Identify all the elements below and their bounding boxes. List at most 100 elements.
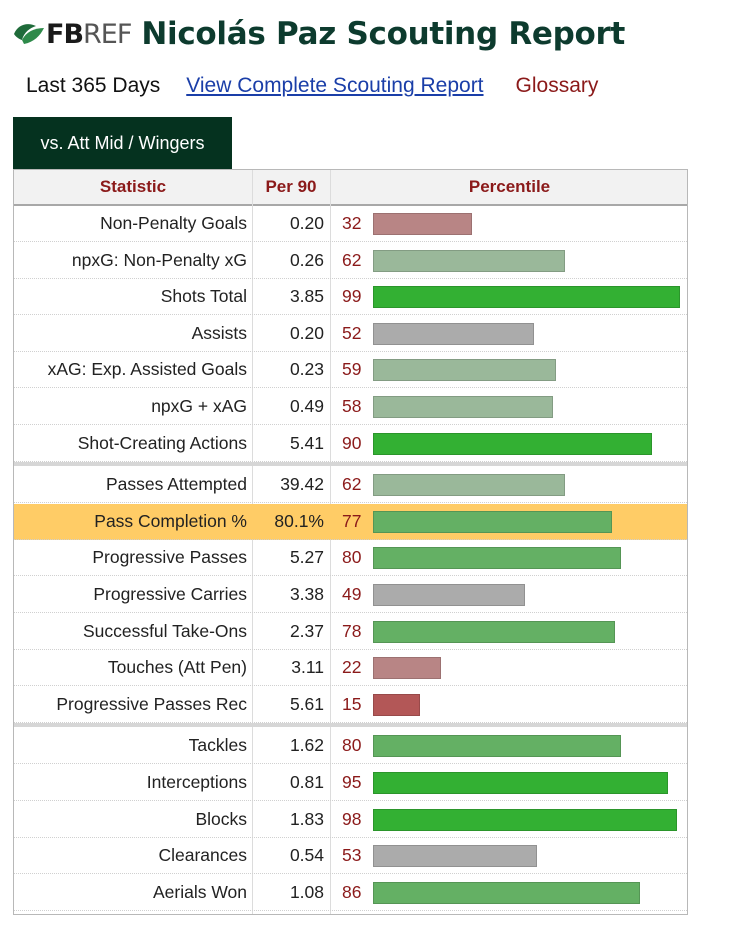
per90-value: 0.54 [289,845,324,866]
table-row: Shot-Creating Actions 5.41 90 [14,426,687,462]
stat-name: Tackles [188,735,247,756]
percentile-value: 77 [342,510,362,531]
percentile-value: 32 [342,213,362,233]
per90-value: 5.27 [289,547,324,568]
per90-value: 0.20 [289,322,324,343]
stat-name: Assists [191,322,247,343]
logo-text: FBREF [46,18,132,50]
percentile-value: 22 [342,657,362,678]
table-row: Tackles 1.62 80 [14,728,687,765]
table-row: Pass Completion % 80.1% 77 [14,503,687,540]
leaf-icon [14,24,44,44]
per90-value: 0.26 [289,249,324,270]
fbref-logo[interactable]: FBREF [12,14,132,54]
percentile-bar [373,547,622,570]
column-divider [252,170,253,914]
stat-name: npxG: Non-Penalty xG [71,249,247,270]
table-row: Blocks 1.83 98 [14,802,687,838]
stat-name: Aerials Won [152,881,247,902]
stat-name: Progressive Passes [92,547,247,568]
table-row: npxG + xAG 0.49 58 [14,389,687,425]
stat-name: Progressive Carries [93,584,247,604]
tab-att-mid-wingers[interactable]: vs. Att Mid / Wingers [13,117,232,169]
percentile-value: 53 [342,845,362,866]
percentile-value: 80 [342,547,362,568]
percentile-bar [373,772,668,794]
percentile-bar [373,845,538,868]
table-row: Shots Total 3.85 99 [14,279,687,316]
per90-value: 2.37 [289,620,324,641]
per90-value: 5.41 [289,432,324,453]
per90-value: 5.61 [289,693,324,714]
stat-name: Successful Take-Ons [82,620,247,641]
percentile-value: 49 [342,584,362,604]
table-header: Statistic Per 90 Percentile [14,170,687,206]
percentile-value: 99 [342,286,362,307]
percentile-value: 62 [342,474,362,495]
percentile-value: 62 [342,249,362,270]
percentile-value: 59 [342,359,362,380]
per90-value: 3.11 [291,657,324,678]
stat-name: Interceptions [146,772,247,792]
stat-name: Touches (Att Pen) [107,657,247,678]
percentile-bar [373,735,622,758]
percentile-bar [373,657,442,680]
percentile-value: 98 [342,808,362,829]
table-row: Interceptions 0.81 95 [14,765,687,801]
table-row: Passes Attempted 39.42 62 [14,467,687,504]
per90-value: 1.62 [289,735,324,756]
table-row: Clearances 0.54 53 [14,838,687,875]
percentile-bar [373,693,420,716]
percentile-bar [373,620,615,643]
percentile-value: 86 [342,881,362,902]
stat-name: Progressive Passes Rec [56,693,247,714]
percentile-bar [373,322,535,345]
table-row: Aerials Won 1.08 86 [14,875,687,911]
table-row: Non-Penalty Goals 0.20 32 [14,206,687,242]
subnav: Last 365 Days View Complete Scouting Rep… [26,70,598,102]
column-header-per90: Per 90 [265,177,317,196]
column-header-percentile: Percentile [468,177,551,196]
table-row: xAG: Exp. Assisted Goals 0.23 59 [14,352,687,389]
percentile-bar [373,474,566,497]
period-label: Last 365 Days [26,74,161,97]
group-separator [14,723,687,728]
table-row: Assists 0.20 52 [14,316,687,352]
per90-value: 39.42 [280,474,324,495]
stat-name: Non-Penalty Goals [100,213,247,233]
table-row: Progressive Carries 3.38 49 [14,577,687,613]
per90-value: 1.08 [289,881,324,902]
percentile-value: 80 [342,735,362,756]
scouting-table: Statistic Per 90 Percentile Non-Penalty … [13,169,688,915]
table-row: Touches (Att Pen) 3.11 22 [14,650,687,687]
per90-value: 0.49 [289,396,324,416]
table-row: npxG: Non-Penalty xG 0.26 62 [14,243,687,279]
full-report-link[interactable]: View Complete Scouting Report [186,74,484,97]
percentile-bar [373,808,677,831]
percentile-bar [373,584,525,606]
stat-name: Shot-Creating Actions [77,432,247,453]
percentile-bar [373,432,653,455]
percentile-bar [373,510,612,533]
percentile-bar [373,286,680,309]
table-row: Progressive Passes 5.27 80 [14,540,687,577]
stat-name: Blocks [195,808,247,829]
percentile-value: 78 [342,620,362,641]
stat-name: Passes Attempted [105,474,247,495]
stat-name: xAG: Exp. Assisted Goals [47,359,247,380]
per90-value: 1.83 [289,808,324,829]
percentile-bar [373,213,473,235]
percentile-bar [373,881,640,904]
table-row: Successful Take-Ons 2.37 78 [14,614,687,650]
stat-name: Shots Total [160,286,247,307]
stat-name: Clearances [158,845,247,866]
stat-name: Pass Completion % [94,510,247,531]
percentile-value: 52 [342,322,362,343]
per90-value: 0.81 [289,772,324,792]
glossary-link[interactable]: Glossary [515,74,599,97]
column-divider [330,170,331,914]
per90-value: 80.1% [274,510,324,531]
percentile-bar [373,249,566,272]
page-title: Nicolás Paz Scouting Report [141,16,626,52]
stat-name: npxG + xAG [151,396,247,416]
